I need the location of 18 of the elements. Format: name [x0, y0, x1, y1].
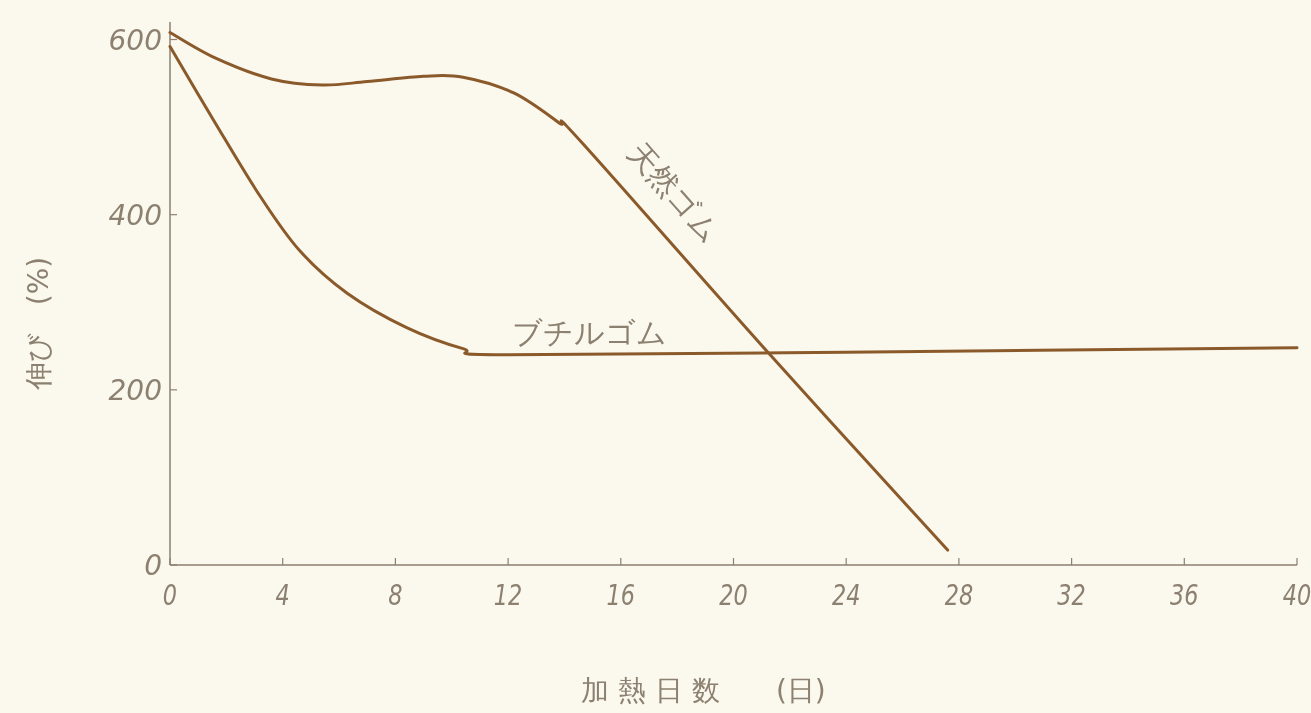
x-tick-label: 24: [831, 578, 861, 612]
x-tick-label: 28: [944, 578, 974, 612]
x-tick-label: 16: [606, 578, 636, 612]
series-label: ブチルゴム: [512, 314, 668, 350]
y-tick-label: 0: [144, 549, 162, 582]
x-tick-label: 36: [1170, 578, 1199, 612]
y-tick-label: 400: [108, 198, 162, 232]
x-tick-label: 40: [1282, 578, 1311, 612]
x-tick-label: 20: [719, 578, 748, 612]
y-axis-title: 伸び (%): [22, 256, 55, 392]
x-tick-label: 32: [1057, 578, 1086, 612]
x-tick-label: 4: [275, 578, 290, 612]
x-axis-title: 加 熱 日 数 (日): [581, 674, 826, 707]
x-tick-label: 12: [493, 578, 523, 612]
x-tick-label: 8: [388, 578, 403, 612]
y-tick-label: 200: [108, 373, 162, 407]
y-tick-label: 600: [108, 23, 162, 57]
text: 天然ゴム: [620, 134, 728, 250]
